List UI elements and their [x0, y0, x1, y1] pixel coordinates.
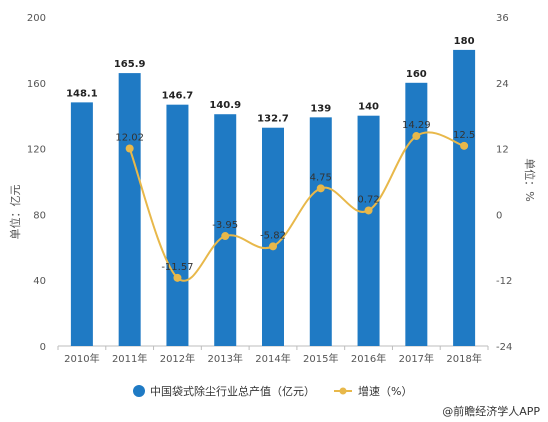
data-labels: 148.1 165.9 146.7 140.9 132.7 139 140 160 180 12.… — [66, 36, 475, 273]
legend-line-dot — [339, 387, 347, 395]
left-axis-title: 单位：亿元 — [8, 185, 22, 240]
bar — [214, 114, 237, 346]
growth-line — [125, 131, 469, 282]
right-axis-title: 单位：% — [523, 158, 537, 201]
left-tick-label: 40 — [33, 276, 46, 287]
bar-value-label: 160 — [406, 69, 427, 80]
bar-value-label: 146.7 — [162, 91, 194, 102]
legend-bar-marker — [133, 385, 145, 397]
x-tick-label: 2011年 — [112, 352, 147, 365]
bar — [309, 117, 332, 346]
x-tick-label: 2014年 — [255, 352, 290, 365]
growth-value-label: 0.72 — [357, 194, 379, 205]
bars — [70, 49, 476, 347]
right-tick-label: 0 — [496, 210, 502, 221]
x-tick-label: 2015年 — [303, 352, 338, 365]
bar-value-label: 132.7 — [257, 114, 289, 125]
growth-point — [460, 141, 469, 150]
growth-value-label: 12.02 — [115, 132, 144, 143]
bar-value-label: 180 — [454, 36, 475, 47]
growth-value-label: -5.82 — [260, 230, 286, 241]
bar — [166, 104, 189, 346]
right-tick-label: -12 — [496, 276, 512, 287]
bar — [357, 115, 380, 346]
left-tick-label: 0 — [40, 342, 46, 353]
bar-value-label: 140.9 — [209, 100, 241, 111]
x-tick-label: 2013年 — [207, 352, 242, 365]
bar-value-label: 140 — [358, 102, 379, 113]
bar-value-label: 165.9 — [114, 59, 146, 70]
growth-point — [269, 242, 277, 251]
bar — [70, 102, 93, 346]
left-tick-label: 200 — [27, 13, 46, 24]
bar — [262, 127, 284, 347]
bar-value-label: 139 — [310, 103, 331, 114]
growth-value-label: -11.57 — [161, 262, 193, 273]
right-tick-label: -24 — [496, 342, 512, 353]
growth-value-label: 14.29 — [402, 120, 431, 131]
growth-point — [364, 206, 373, 215]
growth-point — [125, 144, 134, 153]
bar-value-label: 148.1 — [66, 88, 98, 99]
left-tick-label: 160 — [27, 79, 46, 90]
right-tick-label: 24 — [496, 79, 509, 90]
x-tick-label: 2010年 — [64, 352, 99, 365]
right-tick-label: 36 — [496, 13, 509, 24]
bar — [118, 73, 141, 347]
bar — [453, 49, 476, 347]
growth-point — [412, 132, 421, 141]
x-tick-label: 2017年 — [399, 352, 434, 365]
growth-point — [173, 273, 182, 282]
growth-value-label: -3.95 — [212, 220, 238, 231]
legend: 中国袋式除尘行业总产值（亿元） 增速（%） — [133, 384, 412, 398]
left-tick-label: 80 — [33, 210, 46, 221]
growth-value-label: 4.75 — [310, 172, 332, 183]
source-credit: @前瞻经济学人APP — [442, 404, 540, 418]
x-tick-label: 2012年 — [160, 352, 195, 365]
legend-line-label: 增速（%） — [358, 384, 412, 398]
left-tick-label: 120 — [27, 145, 46, 156]
right-tick-label: 12 — [496, 145, 509, 156]
x-tick-label: 2018年 — [446, 352, 481, 365]
x-tick-label: 2016年 — [351, 352, 386, 365]
growth-point — [221, 232, 230, 241]
bar — [405, 82, 428, 347]
growth-value-label: 12.5 — [453, 130, 475, 141]
legend-bar-label: 中国袋式除尘行业总产值（亿元） — [150, 384, 315, 398]
growth-point — [316, 184, 325, 193]
